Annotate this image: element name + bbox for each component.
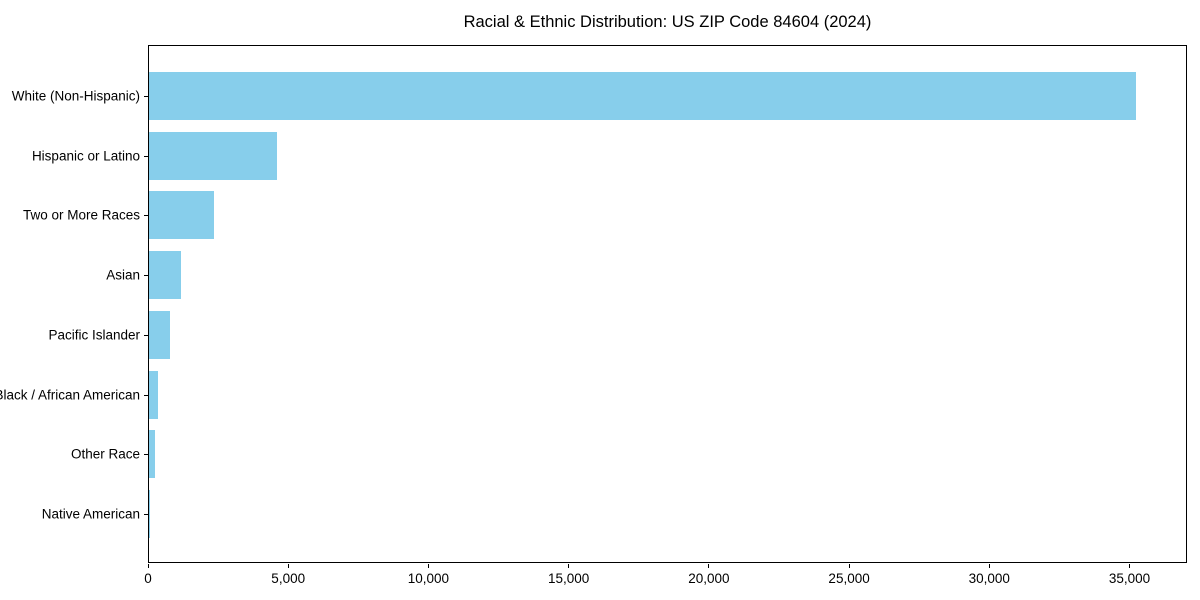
x-tick-mark — [287, 564, 289, 568]
bar-asian — [149, 251, 182, 300]
y-axis-label: Other Race — [70, 446, 140, 462]
x-axis-tick-label: 35,000 — [1108, 571, 1151, 586]
bar-row-asian: Asian — [106, 245, 1186, 305]
x-tick-mark — [988, 564, 990, 568]
y-tick-mark — [144, 394, 148, 396]
plot-rows: White (Non-Hispanic) Hispanic or Latino Tw… — [0, 46, 1186, 562]
y-tick-mark — [144, 454, 148, 456]
y-axis-label: Hispanic or Latino — [31, 148, 140, 164]
bar-hispanic-or-latino — [149, 131, 278, 180]
y-tick-mark — [144, 275, 148, 277]
plot-area: White (Non-Hispanic) Hispanic or Latino Tw… — [0, 45, 1187, 563]
bar-row-white-non-hispanic: White (Non-Hispanic) — [12, 66, 1186, 126]
x-tick-mark — [147, 564, 149, 568]
x-axis-tick-label: 0 — [144, 571, 152, 586]
y-axis-label: Pacific Islander — [48, 327, 140, 343]
bar-black-african-american — [149, 370, 159, 419]
x-tick-mark — [1129, 564, 1130, 568]
y-axis-label: Black / African American — [0, 387, 140, 403]
y-tick-mark — [144, 155, 148, 157]
y-tick-mark — [144, 215, 148, 217]
x-axis-tick-label: 10,000 — [407, 571, 450, 586]
bar-white-non-hispanic — [149, 71, 1136, 120]
x-axis-tick-label: 30,000 — [968, 571, 1010, 586]
x-axis-tick-label: 5,000 — [271, 571, 306, 586]
x-axis-tick-label: 15,000 — [547, 571, 590, 586]
chart-title: Racial & Ethnic Distribution: US ZIP Cod… — [463, 13, 872, 31]
y-tick-mark — [144, 334, 148, 336]
x-tick-mark — [848, 564, 850, 568]
y-axis-label: Asian — [106, 267, 140, 283]
bar-row-native-american: Native American — [42, 484, 1186, 544]
bar-pacific-islander — [149, 310, 170, 359]
bar-two-or-more-races — [149, 191, 215, 240]
bar-native-american — [149, 490, 151, 539]
y-axis-label: Native American — [41, 506, 140, 522]
y-axis-label: White (Non-Hispanic) — [11, 88, 140, 104]
x-axis: 0 5,000 10,000 15,000 20,000 25,000 30,000 35,0… — [144, 563, 1187, 595]
x-tick-mark — [427, 564, 429, 568]
bar-other-race — [149, 430, 155, 479]
bar-row-hispanic-or-latino: Hispanic or Latino — [32, 126, 1186, 186]
bar-row-pacific-islander: Pacific Islander — [48, 305, 1186, 365]
x-tick-mark — [708, 564, 710, 568]
bar-row-black-african-american: Black / African American — [0, 365, 1186, 425]
bar-row-other-race: Other Race — [71, 425, 1186, 485]
x-axis-tick-label: 25,000 — [828, 571, 870, 586]
bar-row-two-or-more-races: Two or More Races — [23, 186, 1186, 246]
x-tick-mark — [568, 564, 570, 568]
y-tick-mark — [144, 514, 148, 516]
x-axis-tick-label: 20,000 — [688, 571, 730, 586]
y-tick-mark — [144, 95, 148, 97]
y-axis-label: Two or More Races — [22, 207, 140, 223]
